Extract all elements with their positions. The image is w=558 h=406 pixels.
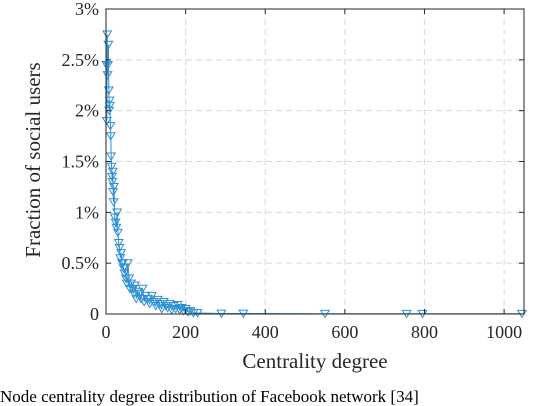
- data-point: [110, 218, 121, 228]
- data-point: [120, 264, 131, 274]
- data-point: [111, 223, 122, 233]
- data-point: [124, 274, 135, 284]
- data-point: [126, 279, 137, 289]
- y-tick-label: 1%: [75, 202, 99, 222]
- y-axis-label: Fraction of social users: [21, 62, 45, 257]
- y-tick-label: 2.5%: [62, 50, 100, 70]
- x-tick-label: 200: [172, 322, 199, 342]
- x-tick-label: 1000: [486, 322, 522, 342]
- data-point: [180, 305, 191, 314]
- chart: 0 200 400 600 800 1000 0 0.5% 1% 1.5% 2% 2.5% 3% Cen…: [21, 0, 528, 373]
- x-tick-label: 800: [411, 322, 438, 342]
- data-point: [104, 96, 115, 106]
- data-point: [113, 238, 124, 248]
- y-tick-label: 1.5%: [62, 152, 100, 172]
- data-point: [104, 101, 116, 111]
- data-point: [106, 162, 117, 172]
- data-point: [122, 259, 133, 268]
- data-point: [105, 122, 116, 131]
- x-tick-label: 600: [331, 322, 358, 342]
- data-point: [112, 208, 123, 218]
- data-point: [109, 213, 120, 223]
- y-tick-label: 0: [90, 304, 99, 324]
- data-point: [103, 86, 114, 96]
- figure-caption: Node centrality degree distribution of F…: [0, 388, 419, 406]
- data-point: [128, 289, 139, 299]
- data-point: [116, 249, 127, 258]
- x-tick-label: 0: [102, 322, 111, 342]
- data-point: [156, 305, 167, 314]
- data-point: [192, 309, 203, 318]
- x-axis-label: Centrality degree: [242, 349, 387, 373]
- data-point: [174, 306, 185, 315]
- data-point: [185, 307, 196, 316]
- data-point: [102, 71, 113, 80]
- y-tick-label: 0.5%: [62, 253, 100, 273]
- data-point: [105, 132, 116, 141]
- data-point: [108, 183, 120, 192]
- x-tick-label: 400: [252, 322, 279, 342]
- data-point: [108, 198, 119, 207]
- data-point: [129, 281, 141, 291]
- data-point: [134, 289, 145, 299]
- y-tick-label: 2%: [75, 101, 99, 121]
- data-series: [101, 30, 528, 319]
- data-point: [117, 259, 128, 268]
- data-point: [107, 167, 118, 177]
- data-point: [135, 294, 147, 304]
- axis-ticks: 0 200 400 600 800 1000 0 0.5% 1% 1.5% 2% 2.5% 3%: [62, 0, 524, 342]
- data-point: [137, 284, 148, 294]
- y-tick-label: 3%: [75, 0, 99, 19]
- series-line: [105, 34, 522, 315]
- data-point: [112, 228, 124, 238]
- data-point: [172, 300, 183, 310]
- data-point: [101, 116, 112, 126]
- data-point: [102, 30, 113, 40]
- data-point: [107, 177, 118, 187]
- grid-lines: [106, 9, 524, 314]
- data-point: [114, 244, 125, 253]
- data-point: [106, 152, 117, 162]
- data-point: [164, 299, 175, 309]
